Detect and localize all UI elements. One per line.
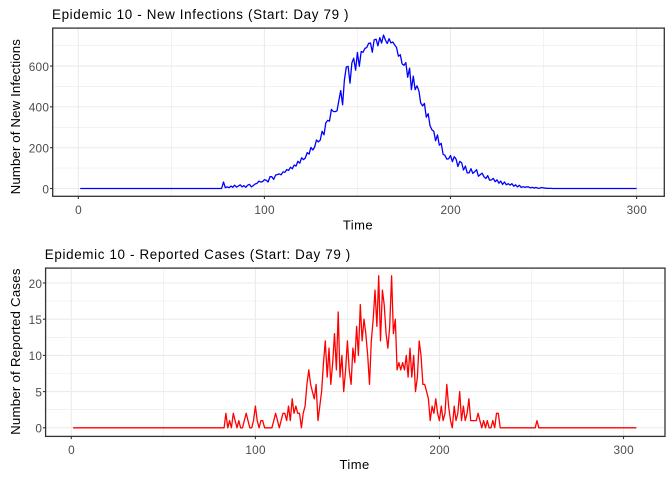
svg-text:Number of New Infections: Number of New Infections xyxy=(8,39,23,195)
svg-text:200: 200 xyxy=(440,203,461,217)
svg-text:0: 0 xyxy=(75,203,82,217)
svg-text:200: 200 xyxy=(29,141,50,155)
svg-text:10: 10 xyxy=(29,349,43,363)
svg-text:15: 15 xyxy=(29,313,43,327)
svg-text:600: 600 xyxy=(29,60,50,74)
svg-text:Epidemic 10 - New Infections (: Epidemic 10 - New Infections (Start: Day… xyxy=(52,7,349,22)
svg-text:300: 300 xyxy=(613,443,634,457)
svg-text:Time: Time xyxy=(339,457,369,472)
svg-text:100: 100 xyxy=(254,203,275,217)
svg-text:5: 5 xyxy=(35,385,42,399)
svg-text:20: 20 xyxy=(29,277,43,291)
svg-text:0: 0 xyxy=(35,422,42,436)
svg-text:0: 0 xyxy=(68,443,75,457)
svg-text:0: 0 xyxy=(42,182,49,196)
svg-text:100: 100 xyxy=(245,443,266,457)
svg-text:Time: Time xyxy=(343,218,373,233)
svg-text:Epidemic 10 - Reported Cases (: Epidemic 10 - Reported Cases (Start: Day… xyxy=(45,247,351,262)
svg-text:300: 300 xyxy=(627,203,648,217)
svg-text:400: 400 xyxy=(29,101,50,115)
svg-text:200: 200 xyxy=(429,443,450,457)
svg-text:Number of Reported Cases: Number of Reported Cases xyxy=(8,268,23,435)
